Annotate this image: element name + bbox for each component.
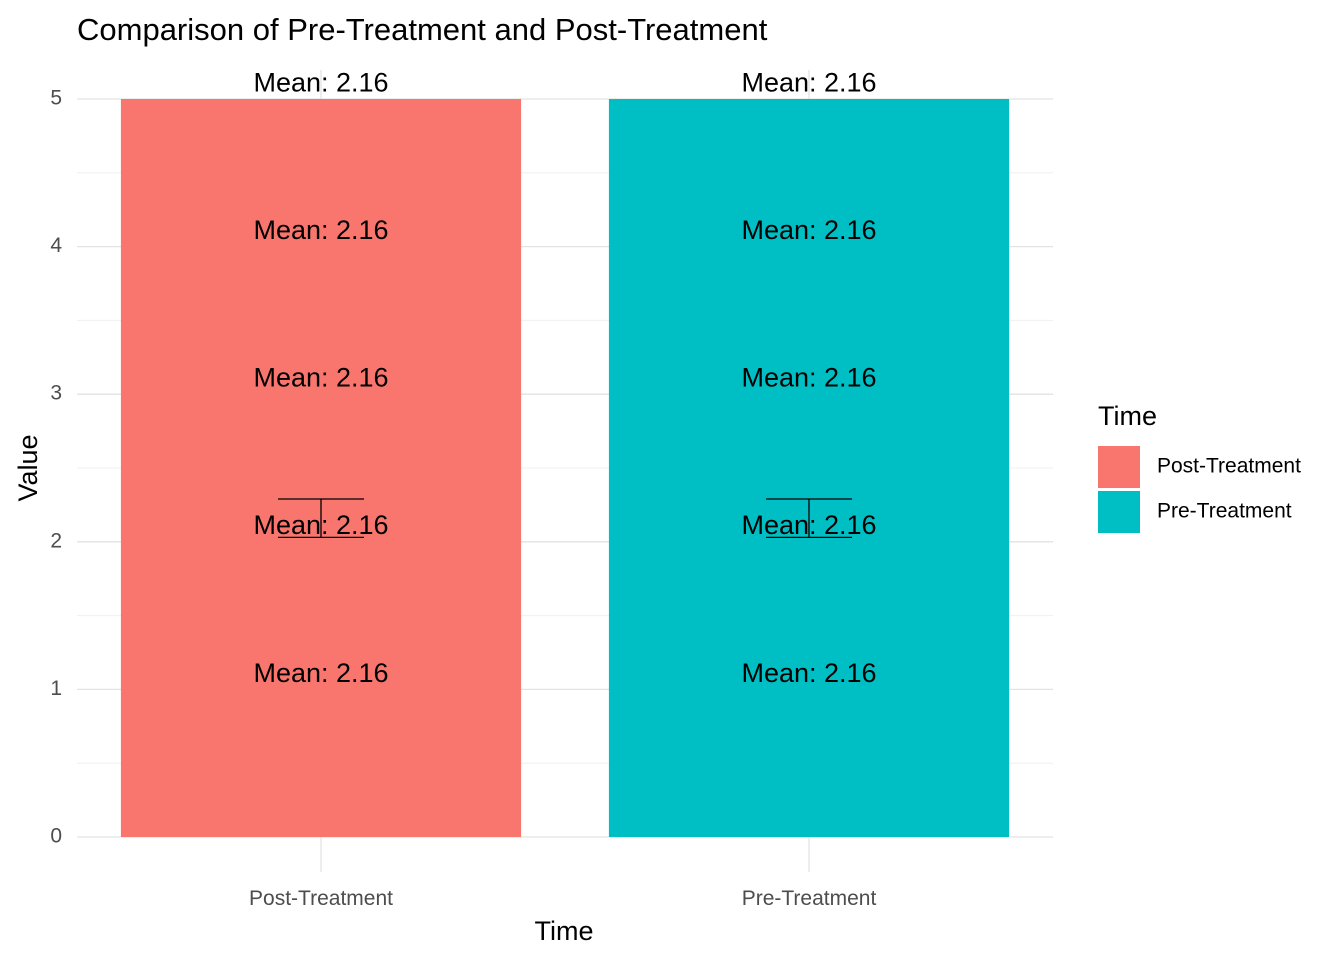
mean-label: Mean: 2.16	[253, 363, 388, 393]
y-tick-label: 5	[50, 87, 62, 110]
legend-swatch	[1098, 491, 1140, 533]
legend-title: Time	[1098, 401, 1157, 431]
x-axis-ticks: Post-Treatment Pre-Treatment	[249, 887, 876, 910]
legend-swatch	[1098, 446, 1140, 488]
mean-label: Mean: 2.16	[253, 510, 388, 540]
mean-label: Mean: 2.16	[253, 658, 388, 688]
y-tick-label: 0	[50, 825, 62, 848]
chart-title: Comparison of Pre-Treatment and Post-Tre…	[77, 12, 768, 47]
legend-label: Post-Treatment	[1157, 455, 1301, 478]
mean-label: Mean: 2.16	[253, 215, 388, 245]
mean-label: Mean: 2.16	[741, 363, 876, 393]
mean-annotations: Mean: 2.16 Mean: 2.16 Mean: 2.16 Mean: 2.16…	[253, 67, 876, 687]
bar-post-treatment	[120, 99, 522, 837]
legend: Time Post-Treatment Pre-Treatment	[1098, 401, 1301, 533]
x-tick-label: Post-Treatment	[249, 887, 393, 910]
mean-label: Mean: 2.16	[741, 67, 876, 97]
x-axis-title: Time	[535, 916, 594, 946]
mean-label: Mean: 2.16	[741, 658, 876, 688]
y-tick-label: 3	[50, 382, 62, 405]
y-tick-label: 4	[50, 234, 62, 257]
mean-label: Mean: 2.16	[741, 215, 876, 245]
y-axis-ticks: 0 1 2 3 4 5	[50, 87, 62, 848]
y-tick-label: 2	[50, 529, 62, 552]
y-axis-title: Value	[13, 434, 43, 501]
legend-label: Pre-Treatment	[1157, 500, 1292, 523]
y-tick-label: 1	[50, 677, 62, 700]
mean-label: Mean: 2.16	[253, 67, 388, 97]
bars	[120, 99, 1010, 837]
mean-label: Mean: 2.16	[741, 510, 876, 540]
x-tick-label: Pre-Treatment	[742, 887, 877, 910]
error-bars	[278, 498, 852, 539]
bar-pre-treatment	[608, 99, 1010, 837]
